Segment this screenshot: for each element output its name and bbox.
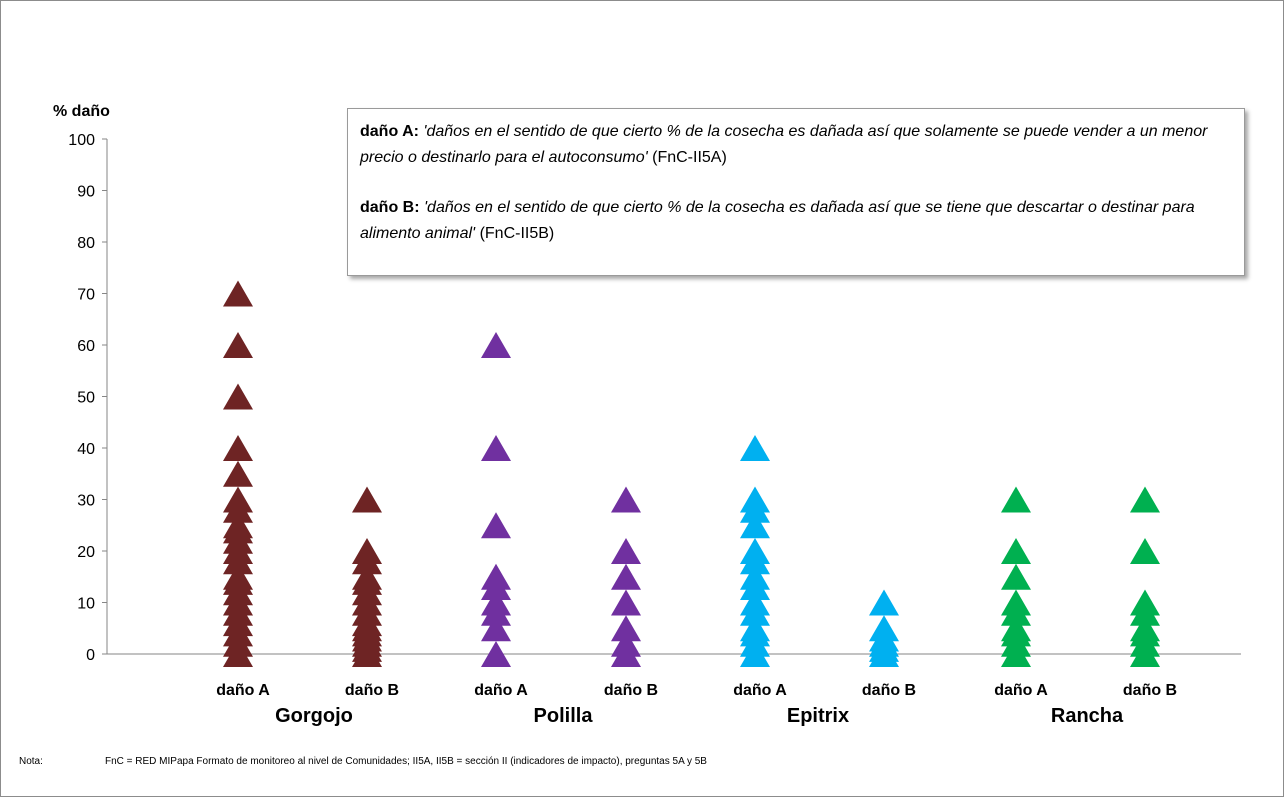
x-category-label: daño A: [994, 682, 1048, 699]
legend-b-text: 'daños en el sentido de que cierto % de …: [360, 199, 1195, 242]
y-tick-label: 90: [77, 184, 95, 201]
y-tick-label: 0: [86, 647, 95, 664]
data-point-triangle: [740, 615, 770, 642]
data-point-triangle: [740, 563, 770, 590]
data-point-triangle: [481, 641, 511, 667]
data-point-triangle: [481, 589, 511, 616]
data-point-triangle: [481, 615, 511, 642]
data-point-triangle: [1001, 538, 1031, 564]
data-point-triangle: [223, 280, 253, 307]
legend-box: daño A: 'daños en el sentido de que cier…: [347, 108, 1245, 276]
data-point-triangle: [611, 538, 641, 564]
x-category-label: daño B: [862, 682, 916, 699]
x-group-label: Polilla: [534, 705, 594, 727]
data-point-triangle: [740, 435, 770, 461]
note-text: FnC = RED MIPapa Formato de monitoreo al…: [105, 756, 707, 767]
data-point-triangle: [481, 332, 511, 358]
x-group-label: Gorgojo: [275, 705, 353, 727]
data-point-triangle: [1001, 563, 1031, 590]
data-point-triangle: [481, 563, 511, 590]
legend-b-label: daño B:: [360, 199, 420, 216]
data-point-triangle: [869, 589, 899, 616]
y-tick-label: 50: [77, 390, 95, 407]
x-category-label: daño B: [604, 682, 658, 699]
data-point-triangle: [1130, 486, 1160, 513]
x-category-label: daño B: [345, 682, 399, 699]
data-point-triangle: [611, 563, 641, 590]
x-category-label: daño A: [733, 682, 787, 699]
data-point-triangle: [1130, 538, 1160, 564]
data-point-triangle: [223, 435, 253, 461]
legend-entry-a: daño A: 'daños en el sentido de que cier…: [360, 119, 1232, 171]
data-point-triangle: [1001, 589, 1031, 616]
legend-a-text: 'daños en el sentido de que cierto % de …: [360, 123, 1208, 166]
data-point-triangle: [1130, 615, 1160, 642]
data-point-triangle: [223, 512, 253, 539]
y-tick-label: 20: [77, 544, 95, 561]
data-point-triangle: [740, 486, 770, 513]
data-point-triangle: [481, 435, 511, 461]
data-point-triangle: [223, 563, 253, 590]
data-point-triangle: [869, 615, 899, 642]
x-category-label: daño A: [216, 682, 270, 699]
y-tick-label: 80: [77, 235, 95, 252]
y-tick-label: 70: [77, 287, 95, 304]
data-point-triangle: [352, 538, 382, 564]
data-point-triangle: [223, 460, 253, 487]
data-point-triangle: [1001, 615, 1031, 642]
y-tick-label: 100: [68, 132, 95, 149]
data-point-triangle: [740, 538, 770, 564]
data-point-triangle: [611, 630, 641, 657]
data-point-triangle: [223, 486, 253, 513]
legend-a-label: daño A:: [360, 123, 419, 140]
x-group-label: Rancha: [1051, 705, 1124, 727]
data-point-triangle: [611, 615, 641, 642]
y-tick-label: 10: [77, 596, 95, 613]
data-point-triangle: [611, 486, 641, 513]
y-tick-label: 40: [77, 441, 95, 458]
data-point-triangle: [481, 512, 511, 539]
y-tick-label: 30: [77, 493, 95, 510]
data-point-triangle: [611, 589, 641, 616]
x-group-label: Epitrix: [787, 705, 849, 727]
legend-entry-b: daño B: 'daños en el sentido de que cier…: [360, 195, 1232, 247]
y-tick-label: 60: [77, 338, 95, 355]
y-axis-label: % daño: [53, 103, 110, 120]
data-point-triangle: [1001, 486, 1031, 513]
data-point-triangle: [1130, 589, 1160, 616]
data-point-triangle: [352, 486, 382, 513]
x-category-label: daño B: [1123, 682, 1177, 699]
data-point-triangle: [223, 332, 253, 358]
data-point-triangle: [223, 383, 253, 410]
data-point-triangle: [740, 512, 770, 539]
legend-b-ref: (FnC-II5B): [479, 225, 555, 242]
note-label: Nota:: [19, 756, 43, 767]
data-point-triangle: [740, 589, 770, 616]
data-point-triangle: [352, 563, 382, 590]
x-category-label: daño A: [474, 682, 528, 699]
legend-a-ref: (FnC-II5A): [652, 149, 727, 166]
